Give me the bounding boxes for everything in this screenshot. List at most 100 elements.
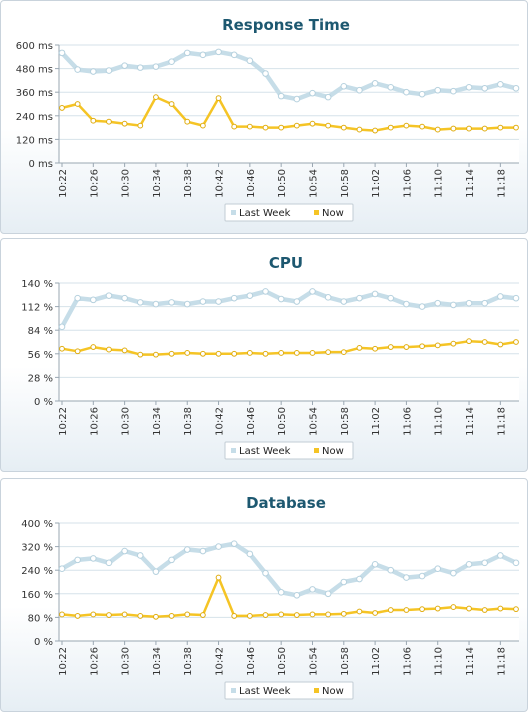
now-data-point bbox=[403, 344, 410, 350]
now-data-point bbox=[403, 122, 410, 129]
last-week-data-point bbox=[183, 49, 191, 57]
last-week-data-point bbox=[465, 561, 473, 568]
now-data-point bbox=[434, 605, 441, 612]
last-week-data-point bbox=[152, 568, 160, 575]
now-data-point bbox=[497, 341, 504, 348]
last-week-data-point bbox=[418, 90, 426, 98]
last-week-legend-swatch bbox=[231, 448, 236, 453]
x-tick-label: 11:06 bbox=[402, 407, 413, 436]
x-tick-label: 10:42 bbox=[215, 647, 226, 676]
x-tick-label: 10:26 bbox=[89, 647, 100, 676]
now-data-point bbox=[450, 125, 457, 132]
now-data-point bbox=[513, 339, 519, 345]
x-tick-label: 10:54 bbox=[308, 647, 319, 676]
last-week-data-point bbox=[481, 84, 488, 92]
now-data-point bbox=[153, 613, 159, 620]
last-week-data-point bbox=[481, 559, 488, 567]
last-week-data-point bbox=[183, 300, 191, 308]
x-tick-label: 10:38 bbox=[183, 169, 194, 198]
last-week-data-point bbox=[246, 292, 254, 299]
last-week-data-point bbox=[450, 301, 457, 309]
now-data-point bbox=[137, 122, 144, 129]
plot-area bbox=[59, 45, 519, 163]
last-week-data-point bbox=[497, 293, 504, 300]
now-data-point bbox=[184, 611, 191, 618]
x-tick-label: 10:42 bbox=[215, 169, 226, 198]
now-data-point bbox=[466, 125, 472, 132]
last-week-data-point bbox=[293, 95, 301, 103]
last-week-data-point bbox=[277, 295, 285, 303]
now-data-point bbox=[199, 350, 206, 357]
cpu-panel: CPU 140 % 112 % 84 % 56 % 28 % 0 % 10:22 10:26 10… bbox=[0, 238, 528, 472]
now-data-point bbox=[513, 606, 519, 613]
now-data-point bbox=[278, 124, 285, 131]
now-data-point bbox=[309, 120, 316, 127]
now-data-point bbox=[90, 611, 97, 618]
legend-box bbox=[224, 441, 354, 460]
x-tick-label: 10:30 bbox=[121, 647, 132, 676]
last-week-legend-label: Last Week bbox=[239, 446, 291, 457]
last-week-legend-label: Last Week bbox=[239, 208, 291, 219]
x-tick-label: 10:58 bbox=[340, 407, 351, 436]
y-tick-label: 240 ms bbox=[16, 112, 53, 123]
legend: Last Week Now bbox=[224, 203, 354, 222]
cpu-chart: CPU 140 % 112 % 84 % 56 % 28 % 0 % 10:22 10:26 10… bbox=[21, 254, 520, 460]
now-data-point bbox=[215, 350, 222, 357]
last-week-data-point bbox=[356, 294, 363, 302]
now-data-point bbox=[246, 350, 253, 356]
last-week-legend-swatch bbox=[231, 688, 236, 693]
x-tick-label: 11:10 bbox=[434, 407, 445, 436]
x-tick-label: 11:14 bbox=[465, 407, 476, 436]
now-legend-label: Now bbox=[322, 446, 344, 457]
x-tick-label: 10:54 bbox=[308, 407, 319, 436]
last-week-data-point bbox=[434, 86, 442, 94]
now-data-point bbox=[340, 124, 347, 131]
x-tick-label: 11:18 bbox=[496, 169, 507, 198]
x-tick-label: 10:30 bbox=[121, 169, 132, 198]
last-week-data-point bbox=[168, 299, 175, 306]
last-week-data-point bbox=[246, 57, 254, 65]
last-week-data-point bbox=[340, 578, 348, 586]
last-week-data-point bbox=[136, 299, 144, 306]
last-week-data-point bbox=[277, 92, 285, 100]
x-tick-label: 10:22 bbox=[58, 647, 69, 676]
last-week-data-point bbox=[497, 81, 504, 88]
last-week-data-point bbox=[371, 290, 379, 298]
x-tick-label: 10:30 bbox=[121, 407, 132, 436]
now-data-point bbox=[168, 613, 175, 619]
now-data-point bbox=[106, 118, 112, 125]
now-data-point bbox=[121, 611, 128, 618]
last-week-data-point bbox=[136, 64, 144, 71]
now-data-point bbox=[513, 124, 519, 131]
now-data-point bbox=[262, 612, 269, 618]
last-week-data-point bbox=[136, 552, 144, 559]
now-data-point bbox=[293, 122, 300, 129]
x-tick-label: 10:38 bbox=[183, 407, 194, 436]
last-week-data-point bbox=[434, 565, 442, 573]
last-week-data-point bbox=[387, 566, 395, 574]
now-data-point bbox=[387, 124, 394, 131]
chart-title: Database bbox=[246, 494, 326, 512]
last-week-data-point bbox=[465, 83, 473, 91]
x-tick-label: 11:14 bbox=[465, 169, 476, 198]
now-data-point bbox=[372, 610, 379, 616]
response-time-chart: Response Time 600 ms 480 ms 360 ms 240 ms 120… bbox=[16, 16, 520, 222]
last-week-data-point bbox=[309, 89, 316, 97]
now-data-point bbox=[137, 613, 144, 619]
last-week-data-point bbox=[324, 590, 332, 598]
now-data-point bbox=[403, 607, 410, 613]
now-data-point bbox=[246, 123, 253, 130]
legend-box bbox=[224, 681, 354, 700]
last-week-data-point bbox=[199, 547, 207, 555]
now-data-point bbox=[246, 613, 253, 619]
y-tick-label: 160 % bbox=[21, 590, 53, 601]
last-week-data-point bbox=[450, 569, 457, 577]
last-week-data-point bbox=[512, 559, 520, 567]
now-data-point bbox=[325, 349, 332, 356]
now-data-point bbox=[340, 610, 347, 617]
now-data-point bbox=[215, 95, 222, 101]
x-tick-label: 10:22 bbox=[58, 407, 69, 436]
now-data-point bbox=[497, 605, 504, 612]
now-data-point bbox=[153, 94, 159, 101]
last-week-data-point bbox=[340, 83, 348, 90]
